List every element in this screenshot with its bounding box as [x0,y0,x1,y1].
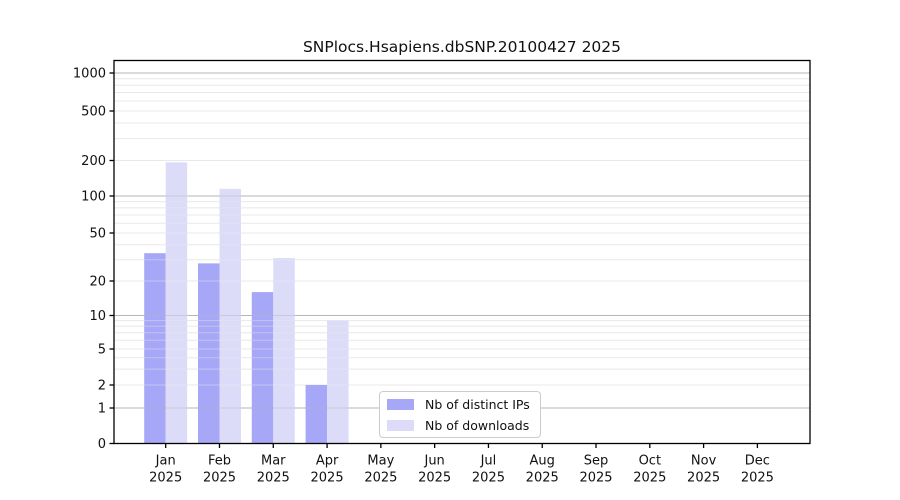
x-tick-label-year: 2025 [418,471,451,486]
y-tick-label: 20 [89,275,106,290]
x-tick-label-month: Dec [745,454,770,469]
y-tick-label: 2 [98,379,106,394]
y-tick-label: 1 [98,402,106,417]
y-tick-label: 5 [98,343,106,358]
x-tick-label-month: Sep [584,454,609,469]
bar-downloads [327,320,349,444]
legend-label-downloads: Nb of downloads [425,417,530,433]
x-tick-label-year: 2025 [311,471,344,486]
x-tick-label-year: 2025 [257,471,290,486]
x-tick-label-year: 2025 [741,471,774,486]
chart-title: SNPlocs.Hsapiens.dbSNP.20100427 2025 [302,38,622,56]
bar-distinct-ips [144,253,166,444]
x-tick-label-month: May [367,454,394,469]
x-tick-label-month: Oct [639,454,661,469]
bar-distinct-ips [197,263,220,444]
x-tick-label-year: 2025 [687,471,720,486]
plot-border [113,59,811,445]
legend-swatch-distinct-ips [387,398,414,410]
x-tick-label-month: Aug [530,454,555,469]
x-tick-label-year: 2025 [149,471,182,486]
x-tick-label-month: Jun [423,454,444,469]
x-tick-label-month: Mar [261,454,286,469]
bar-distinct-ips [251,292,274,444]
legend-swatch-downloads [387,419,414,431]
x-tick-label-year: 2025 [579,471,612,486]
y-tick-label: 500 [81,105,106,120]
y-tick-label: 200 [81,154,106,169]
x-tick-label-year: 2025 [526,471,559,486]
legend-entry-downloads: Nb of downloads [387,417,532,434]
bar-downloads [165,162,188,444]
legend-entry-distinct-ips: Nb of distinct IPs [387,396,532,413]
x-tick-label-month: Feb [208,454,231,469]
x-tick-label-month: Jul [480,454,497,469]
y-tick-label: 10 [89,309,106,324]
bar-downloads [219,188,241,444]
x-tick-label-year: 2025 [364,471,397,486]
x-tick-label-year: 2025 [203,471,236,486]
y-tick-label: 1000 [73,67,106,82]
y-tick-label: 0 [98,437,106,452]
x-tick-label-year: 2025 [472,471,505,486]
bar-distinct-ips [305,385,328,444]
legend: Nb of distinct IPs Nb of downloads [379,391,541,438]
x-tick-label-month: Jan [155,454,176,469]
x-tick-label-month: Nov [691,454,717,469]
bar-downloads [273,258,295,444]
legend-label-distinct-ips: Nb of distinct IPs [425,396,530,412]
x-tick-label-month: Apr [316,454,339,469]
y-tick-label: 50 [89,227,106,242]
x-tick-label-year: 2025 [633,471,666,486]
y-tick-label: 100 [81,190,106,205]
